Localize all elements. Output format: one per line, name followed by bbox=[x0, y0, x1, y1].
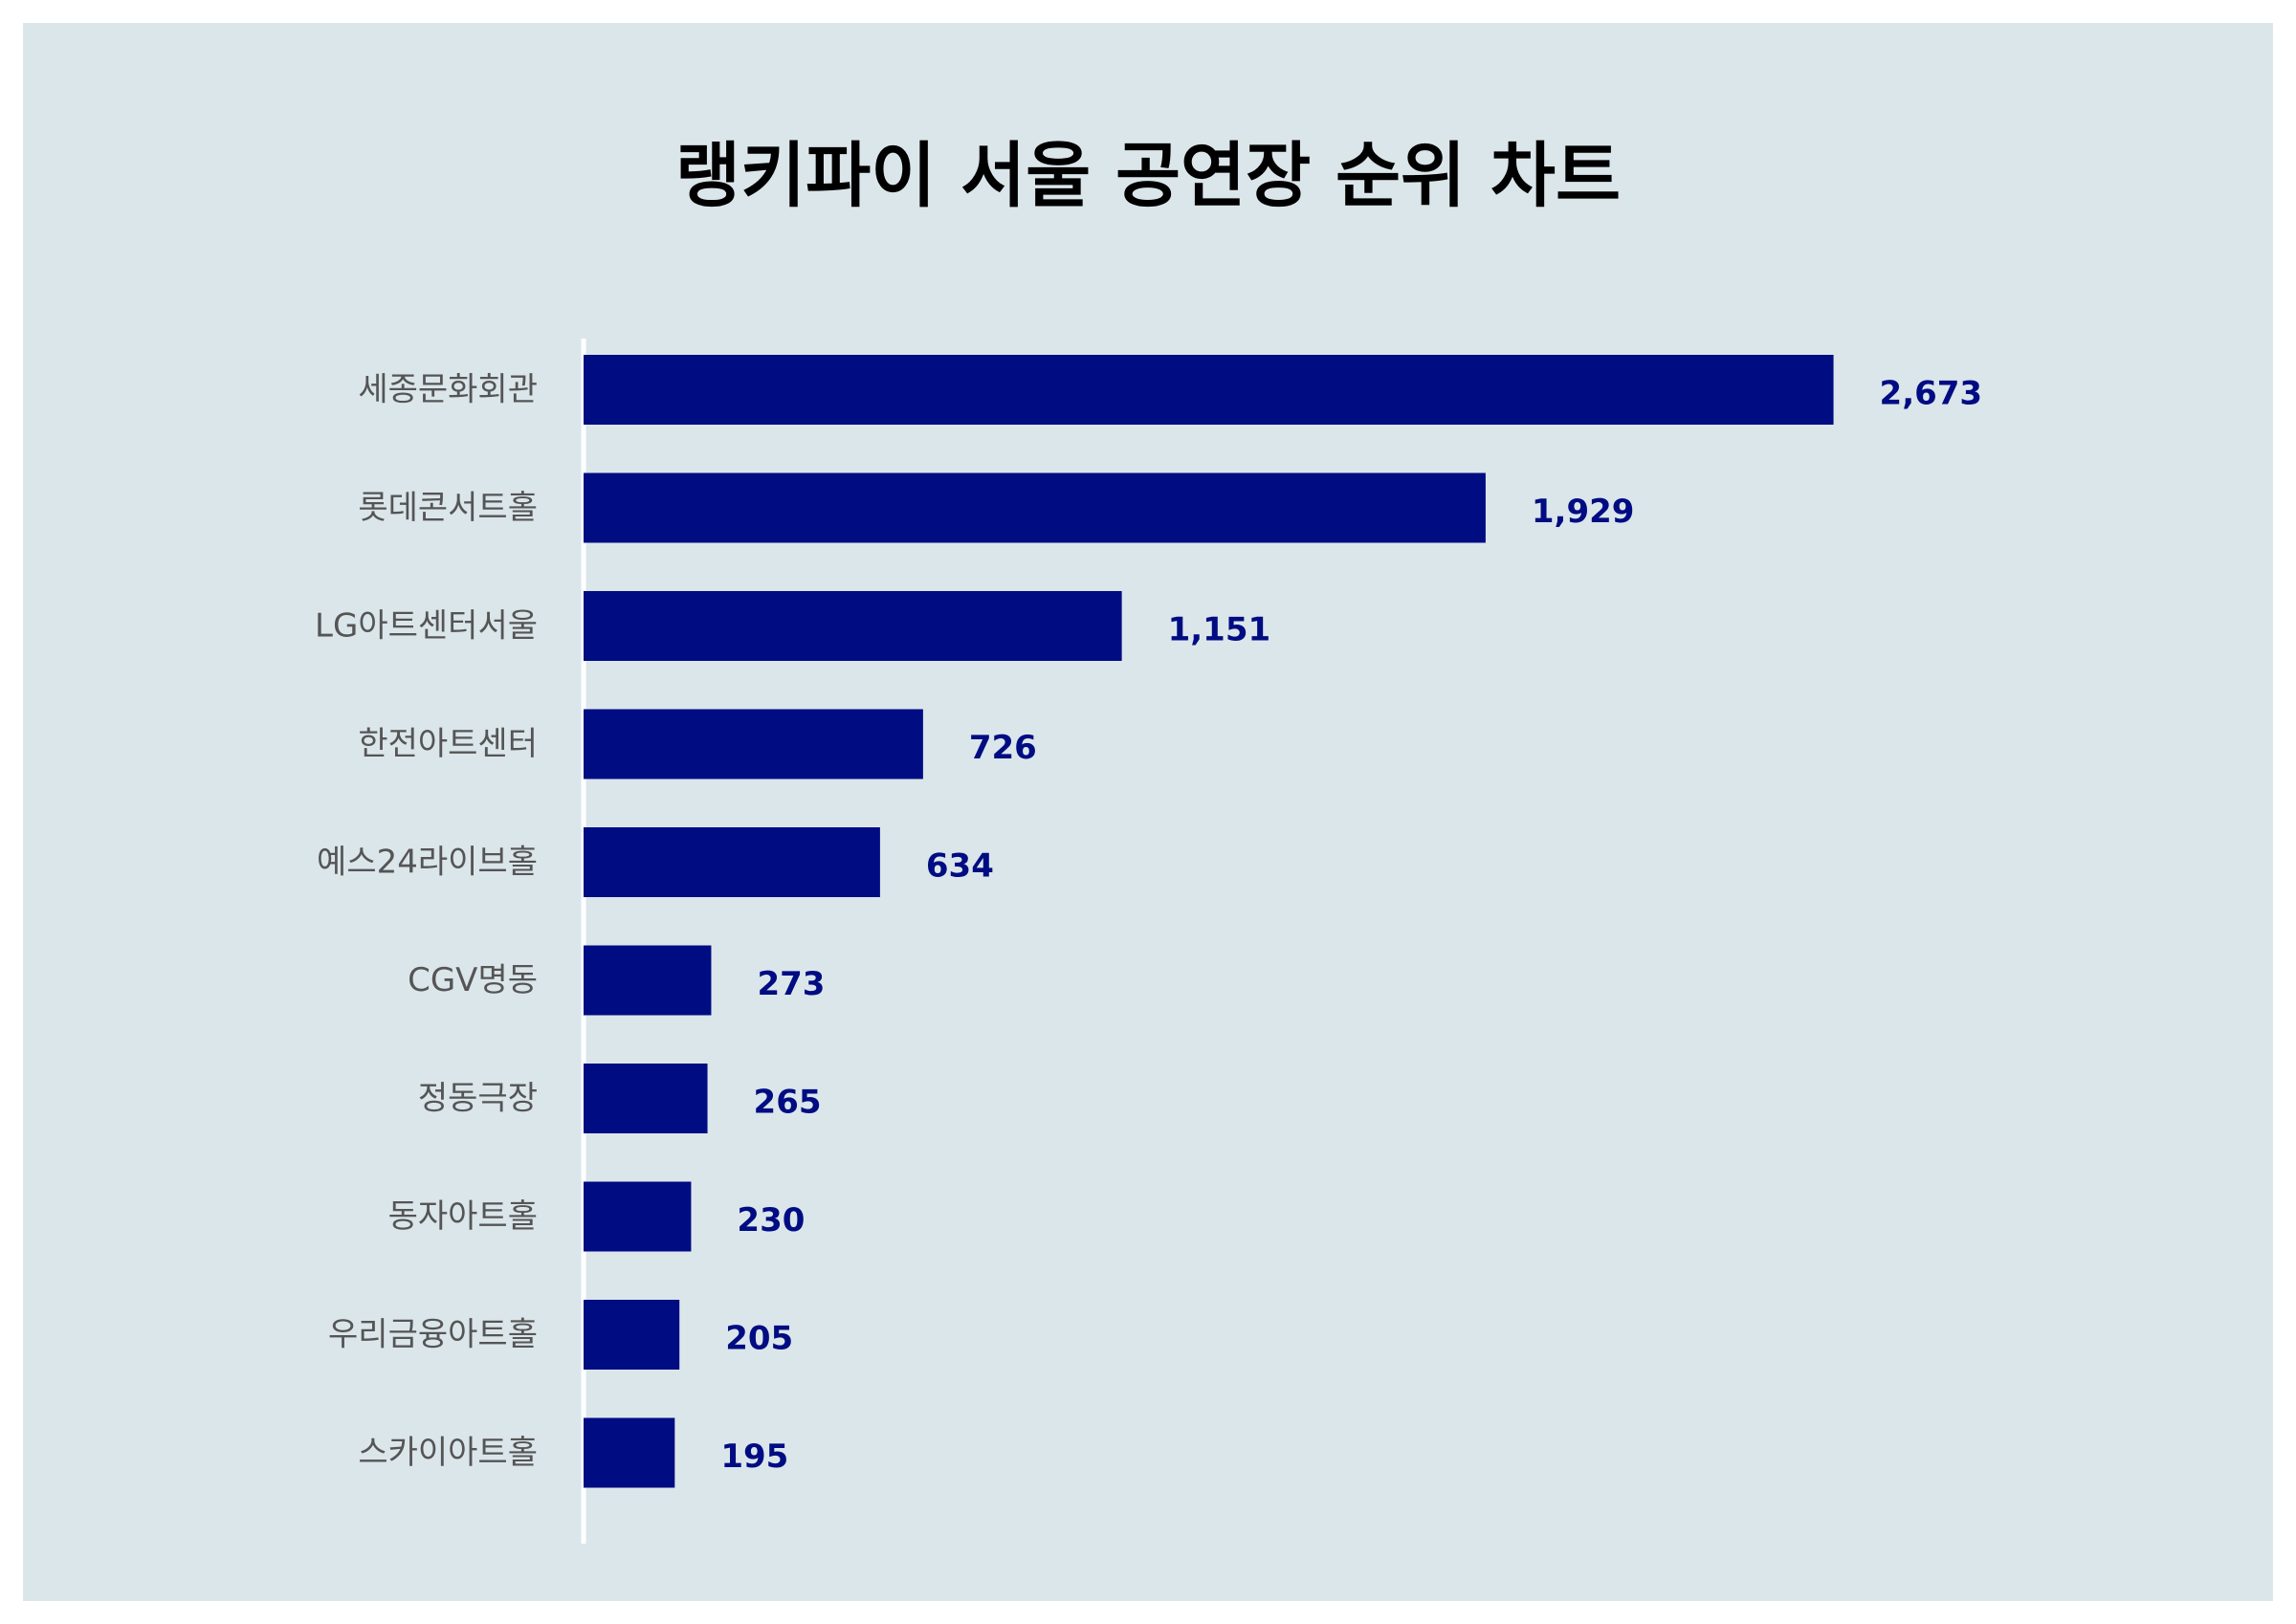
category-label-10: 스카이아트홀 bbox=[358, 1434, 538, 1472]
category-label-9: 우리금융아트홀 bbox=[328, 1316, 538, 1354]
category-label-1: 세종문화회관 bbox=[358, 371, 538, 409]
bar-6 bbox=[584, 945, 712, 1016]
value-label-5: 634 bbox=[926, 847, 994, 886]
value-label-4: 726 bbox=[969, 729, 1037, 767]
chart-title: 랭키파이 서울 공연장 순위 차트 bbox=[675, 135, 1621, 217]
chart-panel: 랭키파이 서울 공연장 순위 차트 세종문화회관 2,673 롯데콘서트홀 1,929… bbox=[23, 23, 2273, 1601]
bar-10 bbox=[584, 1417, 675, 1488]
bar-8 bbox=[584, 1181, 692, 1252]
bar-chart: 랭키파이 서울 공연장 순위 차트 세종문화회관 2,673 롯데콘서트홀 1,929… bbox=[315, 135, 1982, 1544]
category-label-2: 롯데콘서트홀 bbox=[358, 489, 538, 527]
bar-5 bbox=[584, 827, 880, 897]
value-label-2: 1,929 bbox=[1532, 493, 1635, 531]
category-label-8: 동자아트홀 bbox=[388, 1197, 538, 1236]
value-label-10: 195 bbox=[720, 1437, 788, 1476]
category-label-3: LG아트센터서울 bbox=[315, 607, 538, 646]
category-label-5: 예스24라이브홀 bbox=[317, 844, 538, 882]
bar-4 bbox=[584, 709, 923, 779]
category-label-4: 한전아트센터 bbox=[358, 725, 538, 763]
category-label-6: CGV명동 bbox=[408, 961, 538, 999]
value-label-6: 273 bbox=[757, 965, 825, 1003]
bars-group: 세종문화회관 2,673 롯데콘서트홀 1,929 LG아트센터서울 1,151 한전아트센… bbox=[315, 355, 1982, 1488]
bar-2 bbox=[584, 472, 1486, 543]
value-label-7: 265 bbox=[754, 1084, 822, 1122]
value-label-1: 2,673 bbox=[1880, 375, 1983, 413]
category-label-7: 정동극장 bbox=[418, 1080, 538, 1118]
bar-7 bbox=[584, 1064, 708, 1133]
value-label-8: 230 bbox=[737, 1201, 805, 1240]
value-label-9: 205 bbox=[725, 1320, 793, 1358]
bar-3 bbox=[584, 591, 1122, 661]
bar-9 bbox=[584, 1300, 680, 1370]
value-label-3: 1,151 bbox=[1168, 611, 1271, 649]
bar-1 bbox=[584, 355, 1834, 425]
